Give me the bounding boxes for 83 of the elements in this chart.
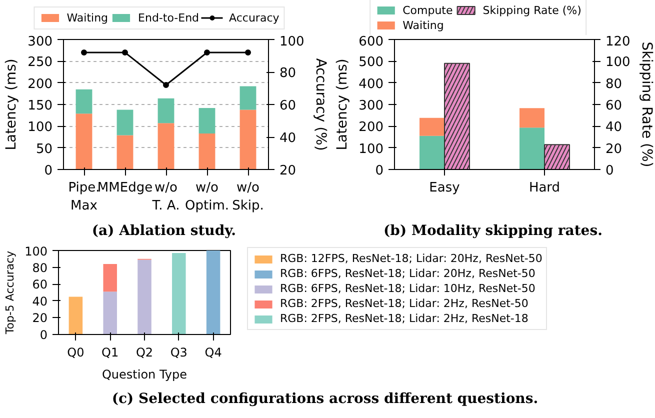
bar [103, 264, 117, 292]
x-tick-label: w/o Skip. [232, 180, 264, 214]
legend-label: RGB: 6FPS, ResNet-18; Lidar: 10Hz, ResNet-50 [280, 282, 536, 295]
y2-tick-label: 100 [280, 34, 304, 50]
y-tick-label: 300 [358, 98, 384, 114]
y-tick-label: 20 [32, 311, 48, 326]
legend-label: RGB: 2FPS, ResNet-18; Lidar: 2Hz, ResNet-50 [280, 297, 528, 310]
y-tick-label: 0 [40, 328, 48, 342]
x-tick-label: w/o Optim. [185, 180, 230, 214]
text: (c) Selected configurations across different questions. [112, 390, 538, 409]
y-tick-label: 80 [32, 260, 48, 275]
legend-label: Waiting [402, 18, 444, 32]
legend-label: Waiting [66, 11, 108, 24]
y2-axis-title: Skipping Rate (%) [638, 42, 654, 168]
y-tick-label: 200 [358, 120, 384, 136]
legend-label: Skipping Rate (%) [482, 4, 582, 16]
y-axis-title: Latency (ms) [334, 58, 351, 150]
y2-tick-label: 40 [606, 120, 622, 136]
y2-tick-label: 40 [280, 131, 296, 146]
y2-tick-label: 60 [606, 98, 622, 114]
bar [158, 123, 174, 170]
y-tick-label: 100 [24, 244, 48, 258]
y-tick-label: 500 [358, 55, 384, 70]
bar [420, 136, 444, 170]
y2-tick-label: 20 [606, 142, 622, 157]
y-tick-label: 150 [28, 98, 53, 114]
y2-tick-label: 60 [280, 98, 296, 114]
bar [158, 98, 174, 124]
text: (b) Modality skipping rates. [384, 222, 602, 241]
bar [116, 110, 134, 136]
bar [240, 110, 256, 170]
y-tick-label: 40 [32, 294, 48, 308]
y-tick-label: 400 [358, 76, 384, 92]
legend-label: RGB: 12FPS, ResNet-18; Lidar: 20Hz, ResNet-50 [280, 252, 542, 265]
x-tick-label: Q2 [136, 346, 154, 360]
y-axis-title: Latency (ms) [4, 58, 20, 150]
bar [520, 108, 544, 128]
y2-tick-label: 0 [606, 164, 614, 178]
y2-tick-label: 20 [280, 164, 296, 178]
bar [198, 134, 216, 170]
bar [138, 260, 152, 334]
y2-axis-title: Accuracy (%) [312, 58, 328, 151]
legend-label: End-to-End [138, 11, 200, 24]
y-tick-label: 300 [28, 34, 53, 50]
y-tick-label: 0 [375, 164, 384, 178]
y-tick-label: 50 [36, 142, 53, 157]
x-tick-label: Q4 [204, 346, 222, 360]
y-axis-title: Top-5 Accuracy [4, 250, 17, 336]
x-tick-label: w/o T. A. [151, 180, 180, 214]
legend-label: Compute [402, 4, 453, 16]
bar [206, 250, 220, 334]
x-tick-label: Q0 [67, 346, 84, 360]
bar [68, 296, 83, 334]
bar [198, 108, 216, 134]
legend-label: RGB: 2FPS, ResNet-18; Lidar: 2Hz, ResNet-18 [280, 312, 528, 325]
x-tick-label: Q3 [170, 346, 188, 360]
y2-tick-label: 80 [280, 66, 296, 81]
y-tick-label: 200 [28, 76, 53, 92]
y-tick-label: 0 [44, 164, 53, 178]
y2-tick-label: 120 [606, 34, 630, 50]
x-axis-title: Question Type [102, 368, 188, 382]
x-tick-label: Hard [528, 180, 560, 196]
bar [172, 253, 186, 334]
y-tick-label: 60 [32, 278, 48, 292]
y2-tick-label: 80 [606, 76, 622, 92]
x-tick-label: Pipe. Max [68, 180, 100, 214]
y-tick-label: 100 [358, 142, 384, 157]
bar [76, 89, 92, 114]
y-tick-label: 250 [28, 55, 53, 70]
x-tick-label: MMEdge [97, 180, 153, 196]
y2-tick-label: 100 [606, 55, 630, 70]
legend-label: Accuracy [229, 11, 280, 24]
x-tick-label: Q1 [102, 346, 119, 360]
text: (a) Ablation study. [92, 222, 236, 241]
x-tick-label: Easy [429, 180, 460, 196]
y-tick-label: 100 [28, 120, 53, 136]
bar [240, 86, 256, 110]
bar [116, 135, 134, 170]
legend-label: RGB: 6FPS, ResNet-18; Lidar: 20Hz, ResNet-50 [280, 267, 536, 280]
bar [420, 118, 444, 136]
bar [76, 114, 92, 170]
y-tick-label: 600 [358, 34, 384, 50]
bar [103, 292, 117, 334]
